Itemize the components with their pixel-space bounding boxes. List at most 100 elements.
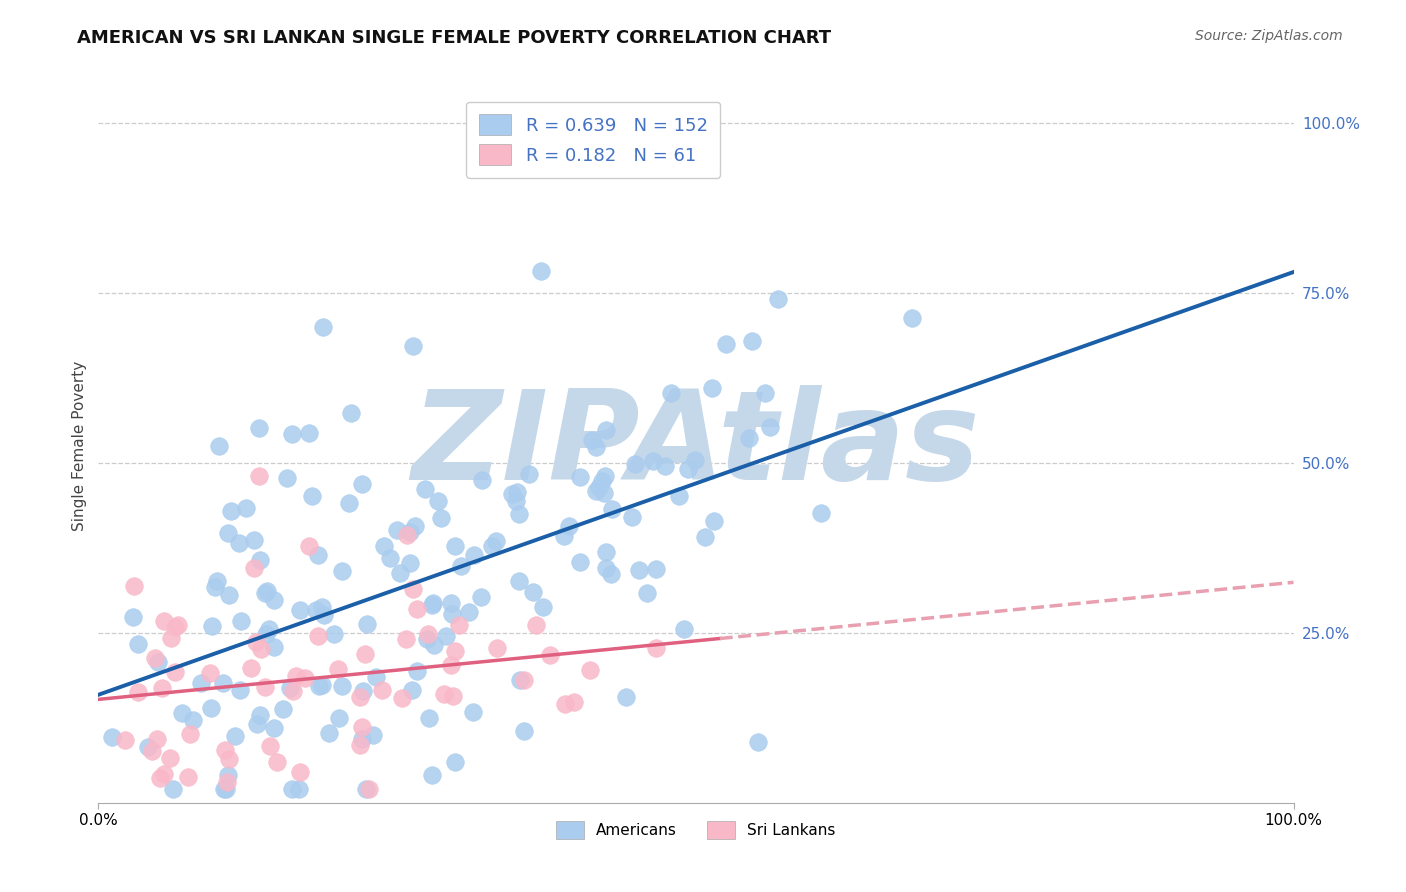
Point bbox=[218, 752, 240, 766]
Point bbox=[401, 582, 423, 597]
Point bbox=[591, 475, 613, 489]
Point bbox=[434, 629, 457, 643]
Point bbox=[522, 585, 544, 599]
Point bbox=[328, 710, 350, 724]
Point bbox=[600, 566, 623, 581]
Point bbox=[179, 727, 201, 741]
Point bbox=[243, 533, 266, 548]
Point bbox=[215, 782, 238, 797]
Point bbox=[672, 622, 695, 636]
Point bbox=[357, 782, 380, 797]
Point bbox=[441, 689, 464, 703]
Point bbox=[588, 480, 610, 494]
Point bbox=[172, 706, 194, 721]
Point bbox=[183, 713, 205, 727]
Point bbox=[177, 771, 200, 785]
Point bbox=[288, 764, 311, 779]
Point bbox=[901, 310, 924, 325]
Point bbox=[281, 782, 304, 797]
Point bbox=[122, 579, 145, 593]
Point bbox=[470, 590, 492, 604]
Point bbox=[463, 548, 485, 562]
Text: Source: ZipAtlas.com: Source: ZipAtlas.com bbox=[1195, 29, 1343, 44]
Point bbox=[645, 562, 668, 576]
Point bbox=[201, 619, 224, 633]
Point bbox=[505, 484, 527, 499]
Text: ZIPAtlas: ZIPAtlas bbox=[412, 385, 980, 507]
Point bbox=[212, 782, 235, 797]
Point bbox=[214, 742, 236, 756]
Point bbox=[644, 641, 666, 656]
Point bbox=[695, 530, 717, 544]
Point bbox=[387, 523, 409, 537]
Point bbox=[621, 509, 644, 524]
Point bbox=[508, 574, 530, 588]
Point bbox=[422, 596, 444, 610]
Point bbox=[562, 695, 585, 709]
Point bbox=[702, 514, 724, 528]
Legend: Americans, Sri Lankans: Americans, Sri Lankans bbox=[550, 815, 842, 845]
Point bbox=[352, 477, 374, 491]
Point bbox=[654, 458, 676, 473]
Point bbox=[235, 500, 257, 515]
Point bbox=[423, 638, 446, 652]
Point bbox=[285, 668, 308, 682]
Point bbox=[340, 406, 363, 420]
Point bbox=[486, 640, 509, 655]
Point bbox=[416, 632, 439, 646]
Point bbox=[595, 545, 617, 559]
Point bbox=[298, 426, 321, 441]
Point bbox=[553, 529, 575, 543]
Point bbox=[585, 440, 607, 454]
Point bbox=[353, 647, 375, 661]
Point bbox=[585, 484, 607, 499]
Point bbox=[427, 494, 450, 508]
Point bbox=[294, 672, 316, 686]
Point bbox=[364, 670, 387, 684]
Point bbox=[308, 679, 330, 693]
Point bbox=[208, 439, 231, 453]
Point bbox=[256, 627, 278, 641]
Point bbox=[162, 782, 184, 797]
Point bbox=[152, 614, 174, 628]
Point bbox=[204, 580, 226, 594]
Point bbox=[463, 705, 485, 719]
Point bbox=[356, 616, 378, 631]
Point bbox=[569, 470, 592, 484]
Point bbox=[481, 539, 503, 553]
Point bbox=[388, 566, 411, 581]
Point bbox=[614, 690, 637, 705]
Point bbox=[263, 640, 285, 654]
Point bbox=[127, 684, 149, 698]
Point bbox=[741, 334, 763, 348]
Point bbox=[352, 731, 374, 746]
Point bbox=[579, 663, 602, 677]
Point bbox=[430, 510, 453, 524]
Point bbox=[141, 744, 163, 758]
Point bbox=[524, 618, 547, 632]
Point bbox=[485, 533, 508, 548]
Point bbox=[513, 724, 536, 739]
Point bbox=[444, 644, 467, 658]
Point bbox=[273, 702, 295, 716]
Point bbox=[641, 454, 664, 468]
Point bbox=[143, 650, 166, 665]
Point bbox=[250, 642, 273, 657]
Point bbox=[200, 701, 222, 715]
Point bbox=[231, 614, 253, 628]
Point bbox=[249, 708, 271, 723]
Point bbox=[738, 431, 761, 445]
Point bbox=[217, 774, 239, 789]
Point bbox=[224, 729, 246, 743]
Point bbox=[363, 728, 385, 742]
Point bbox=[440, 658, 463, 673]
Point bbox=[505, 494, 527, 508]
Point bbox=[114, 733, 136, 747]
Point bbox=[349, 690, 371, 704]
Point bbox=[312, 319, 335, 334]
Point bbox=[350, 720, 373, 734]
Point bbox=[557, 519, 579, 533]
Point bbox=[595, 561, 617, 575]
Point bbox=[404, 519, 426, 533]
Point bbox=[676, 462, 699, 476]
